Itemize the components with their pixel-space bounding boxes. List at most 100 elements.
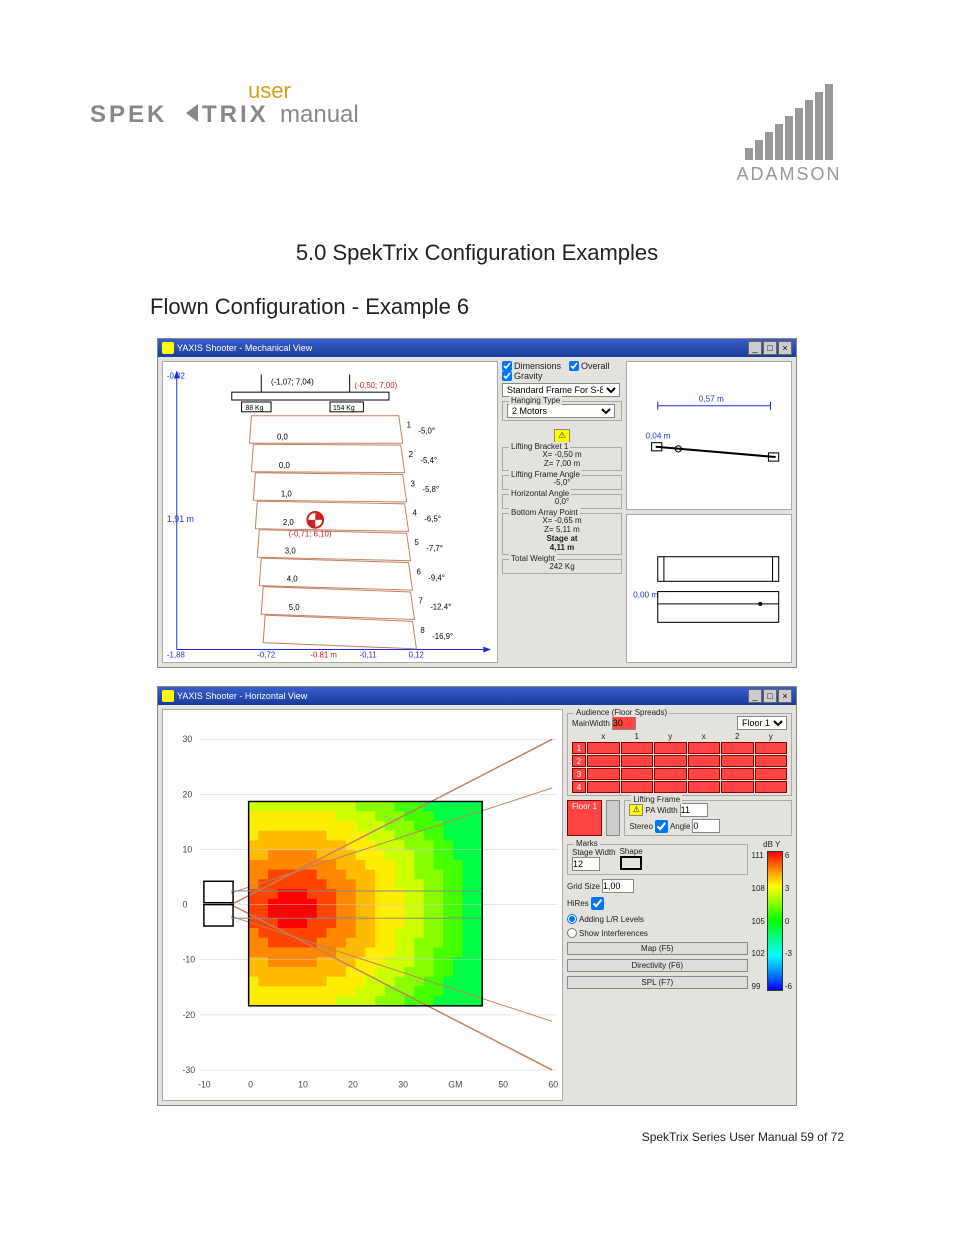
mainwidth-input[interactable] [612, 716, 636, 730]
svg-text:20: 20 [182, 789, 192, 799]
stage-width-input[interactable] [572, 857, 600, 871]
svg-text:-20: -20 [182, 1010, 195, 1020]
svg-text:2: 2 [409, 450, 413, 459]
svg-text:5,0: 5,0 [289, 603, 301, 612]
svg-text:0,0: 0,0 [279, 461, 291, 470]
svg-text:30: 30 [182, 734, 192, 744]
svg-text:10: 10 [182, 844, 192, 854]
floor-unused-tab[interactable] [606, 800, 620, 836]
mech-title: YAXIS Shooter - Mechanical View [177, 343, 312, 353]
svg-text:0: 0 [248, 1080, 253, 1090]
mini-front-view: 0,00 m [626, 514, 792, 663]
maximize-icon[interactable]: □ [763, 341, 777, 355]
svg-text:-10: -10 [198, 1080, 211, 1090]
svg-text:-0,11: -0,11 [359, 650, 376, 659]
svg-text:30: 30 [398, 1080, 408, 1090]
directivity-button[interactable]: Directivity (F6) [567, 959, 748, 972]
svg-text:20: 20 [348, 1080, 358, 1090]
shape-icon[interactable] [620, 856, 642, 870]
warning-icon: ⚠ [554, 429, 570, 443]
floor-tab[interactable]: Floor 1 [567, 800, 602, 836]
svg-text:0: 0 [182, 900, 187, 910]
pa-width-input[interactable] [680, 803, 708, 817]
svg-text:-1,88: -1,88 [167, 650, 186, 659]
maximize-icon[interactable]: □ [763, 689, 777, 703]
logo-trix-text: TRIX [202, 101, 269, 128]
floor-select[interactable]: Floor 1 [737, 716, 787, 730]
svg-text:8: 8 [420, 626, 425, 635]
logo-spek-text: SPEK [90, 101, 167, 128]
svg-text:-12,4°: -12,4° [430, 603, 451, 612]
svg-text:0,57 m: 0,57 m [699, 395, 724, 404]
svg-text:(-0,50; 7,00): (-0,50; 7,00) [355, 381, 398, 390]
close-icon[interactable]: × [778, 689, 792, 703]
svg-text:-6,5°: -6,5° [424, 515, 441, 524]
warning-icon: ⚠ [629, 804, 643, 816]
svg-text:-0.81 m: -0.81 m [310, 650, 337, 659]
svg-text:5: 5 [414, 538, 419, 547]
mechanical-diagram: -0,02 1,91 m -1,88 -0,72 -0.81 m -0,11 0… [162, 361, 498, 663]
svg-text:-9,4°: -9,4° [428, 573, 445, 582]
svg-text:-0,72: -0,72 [257, 650, 275, 659]
svg-text:10: 10 [298, 1080, 308, 1090]
minimize-icon[interactable]: _ [748, 341, 762, 355]
frame-select[interactable]: Standard Frame For S-8N [502, 383, 620, 397]
hires-checkbox[interactable] [591, 897, 604, 910]
svg-text:50: 50 [498, 1080, 508, 1090]
svg-text:-5,0°: -5,0° [418, 426, 435, 435]
svg-text:4: 4 [413, 509, 418, 518]
gravity-checkbox[interactable]: Gravity [502, 371, 543, 381]
svg-text:-30: -30 [182, 1065, 195, 1075]
svg-text:3: 3 [411, 479, 416, 488]
stereo-checkbox[interactable] [655, 820, 668, 833]
svg-text:(-1,07; 7,04): (-1,07; 7,04) [271, 377, 314, 386]
adamson-logo: ADAMSON [714, 80, 864, 200]
svg-text:154 Kg: 154 Kg [333, 405, 355, 412]
spektrix-logo: user SPEK TRIX manual [90, 80, 420, 140]
spl-button[interactable]: SPL (F7) [567, 976, 748, 989]
show-interference-radio[interactable]: Show Interferences [567, 928, 748, 938]
svg-text:1,91 m: 1,91 m [167, 514, 194, 524]
example-title: Flown Configuration - Example 6 [150, 294, 864, 320]
horizontal-view-window: YAXIS Shooter - Horizontal View _□× 30 20… [157, 686, 797, 1106]
horizontal-plot: 3020100-10-20-30-100102030GM5060 [162, 709, 563, 1101]
svg-text:-5,8°: -5,8° [422, 485, 439, 494]
svg-text:7: 7 [418, 597, 422, 606]
dimensions-checkbox[interactable]: Dimensions [502, 361, 561, 371]
page-footer: SpekTrix Series User Manual 59 of 72 [90, 1130, 864, 1144]
svg-text:3,0: 3,0 [285, 546, 297, 555]
svg-text:GM: GM [448, 1080, 462, 1090]
svg-text:2,0: 2,0 [283, 518, 295, 527]
map-button[interactable]: Map (F5) [567, 942, 748, 955]
grid-size-input[interactable] [602, 879, 634, 893]
svg-text:4,0: 4,0 [287, 575, 299, 584]
overall-checkbox[interactable]: Overall [569, 361, 610, 371]
svg-text:(-0,71; 6,10): (-0,71; 6,10) [289, 530, 332, 539]
svg-text:1: 1 [407, 421, 411, 430]
angle-input[interactable] [692, 819, 720, 833]
horiz-title: YAXIS Shooter - Horizontal View [177, 691, 307, 701]
svg-text:0,12: 0,12 [409, 650, 424, 659]
svg-text:60: 60 [548, 1080, 558, 1090]
svg-text:-16,9°: -16,9° [432, 632, 453, 641]
mini-top-view: 0,57 m 0,04 m [626, 361, 792, 510]
svg-text:0,00 m: 0,00 m [633, 591, 658, 600]
colorbar [767, 851, 783, 991]
svg-text:0,04 m: 0,04 m [645, 432, 670, 441]
close-icon[interactable]: × [778, 341, 792, 355]
logo-manual-text: manual [280, 101, 359, 128]
hanging-select[interactable]: 2 Motors [507, 404, 615, 418]
mechanical-view-window: YAXIS Shooter - Mechanical View _□× -0,0… [157, 338, 797, 668]
svg-text:-10: -10 [182, 955, 195, 965]
adamson-text: ADAMSON [736, 164, 841, 185]
svg-text:1,0: 1,0 [281, 489, 293, 498]
adding-lr-radio[interactable]: Adding L/R Levels [567, 914, 748, 924]
svg-text:6: 6 [416, 567, 421, 576]
minimize-icon[interactable]: _ [748, 689, 762, 703]
svg-text:88 Kg: 88 Kg [246, 405, 264, 412]
svg-text:-7,7°: -7,7° [426, 544, 443, 553]
logo-user-text: user [248, 80, 291, 103]
svg-text:0,0: 0,0 [277, 432, 289, 441]
section-title: 5.0 SpekTrix Configuration Examples [90, 240, 864, 266]
svg-text:-5,4°: -5,4° [420, 456, 437, 465]
